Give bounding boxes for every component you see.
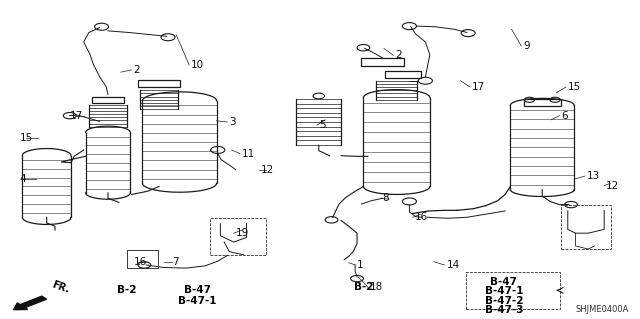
FancyArrow shape: [13, 296, 47, 310]
Text: 5: 5: [319, 120, 325, 130]
Bar: [524, 99, 561, 106]
Text: B-47-3: B-47-3: [484, 305, 523, 315]
Text: B-47-1: B-47-1: [178, 296, 216, 306]
Text: 12: 12: [606, 181, 620, 190]
Bar: [210, 218, 266, 256]
Text: B-47: B-47: [184, 286, 211, 295]
Text: B-2: B-2: [354, 282, 373, 292]
Text: B-47-1: B-47-1: [484, 286, 523, 296]
Bar: [466, 272, 560, 309]
Text: 16: 16: [415, 212, 428, 222]
Text: 17: 17: [70, 111, 83, 121]
Text: 10: 10: [191, 60, 204, 70]
Text: 18: 18: [370, 282, 383, 292]
Text: 11: 11: [242, 149, 255, 159]
Bar: [138, 80, 180, 87]
Text: 7: 7: [172, 257, 179, 267]
Bar: [561, 205, 611, 249]
Text: 19: 19: [236, 228, 249, 238]
Bar: [127, 250, 158, 268]
Text: 6: 6: [561, 111, 568, 121]
Text: B-2: B-2: [117, 286, 137, 295]
Bar: [92, 97, 124, 103]
Text: 2: 2: [134, 65, 140, 75]
Text: 14: 14: [447, 260, 460, 270]
Text: 3: 3: [229, 117, 236, 127]
Text: B-47-2: B-47-2: [484, 296, 523, 306]
Text: 8: 8: [383, 193, 389, 203]
Bar: [361, 58, 404, 66]
Text: 4: 4: [20, 174, 26, 184]
Text: 15: 15: [568, 82, 581, 92]
Text: 2: 2: [396, 50, 402, 60]
Text: 13: 13: [587, 171, 600, 181]
Text: 12: 12: [261, 165, 275, 175]
Text: FR.: FR.: [51, 280, 71, 295]
Text: 1: 1: [357, 260, 364, 270]
Text: SHJME0400A: SHJME0400A: [575, 306, 629, 315]
Text: 9: 9: [523, 41, 530, 51]
Text: B-47: B-47: [490, 277, 517, 287]
Text: 15: 15: [20, 133, 33, 143]
Text: 16: 16: [134, 257, 147, 267]
Bar: [385, 71, 420, 78]
Text: 17: 17: [472, 82, 485, 92]
